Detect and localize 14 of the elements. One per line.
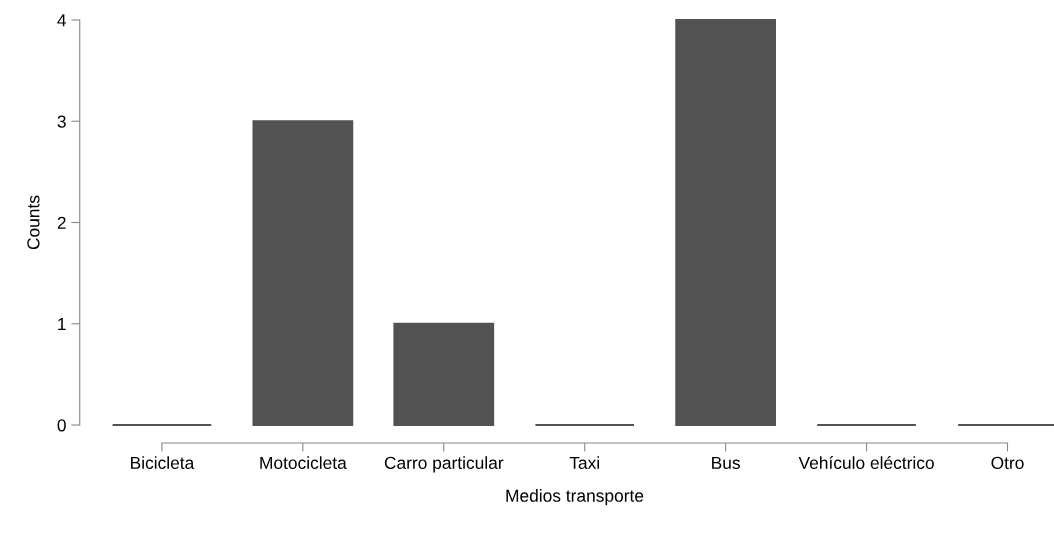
x-axis-title: Medios transporte [506,489,644,506]
y-tick-label: 2 [57,216,66,229]
y-tick-label: 4 [57,14,67,27]
x-tick-label: Motocicleta [260,456,347,469]
x-tick-label: Carro particular [384,456,504,473]
y-tick-label: 1 [58,318,66,331]
x-tick-label: Bus [712,456,740,469]
x-tick-label: Otro [991,456,1024,469]
y-axis-title: Counts [27,195,40,250]
y-tick-label: 0 [57,419,66,432]
x-tick-label: Taxi [569,456,599,469]
y-tick-label: 3 [57,115,66,128]
x-tick-label: Vehículo eléctrico [798,456,934,469]
x-tick-label: Bicicleta [131,456,195,469]
